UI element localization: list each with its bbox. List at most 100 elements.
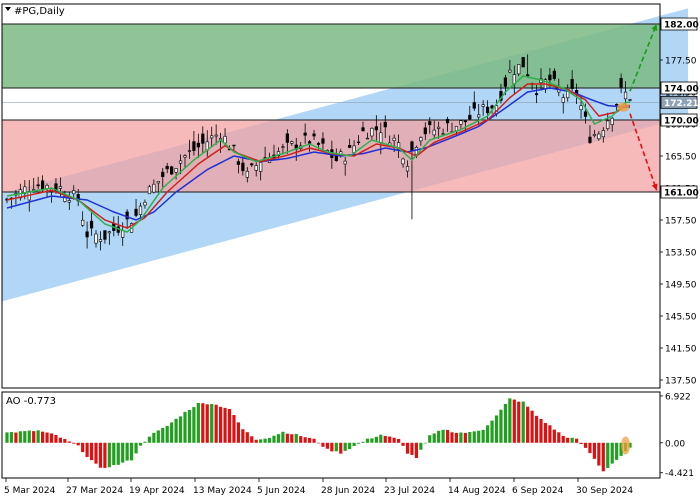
ao-bar xyxy=(161,427,165,443)
candle-body xyxy=(583,111,588,117)
candle-body xyxy=(410,141,414,151)
ao-bar xyxy=(348,442,352,450)
level-price-tag xyxy=(660,95,698,109)
ao-bar xyxy=(187,409,192,443)
ao-bar xyxy=(299,436,303,443)
ao-bar xyxy=(543,423,548,443)
candle-body xyxy=(174,168,178,173)
ao-bar xyxy=(14,432,18,443)
ao-bar xyxy=(94,442,98,464)
ao-bar xyxy=(561,435,565,443)
ao-y-tick-label: -4.421 xyxy=(665,469,694,479)
candle-body xyxy=(156,181,160,184)
ao-bar xyxy=(477,430,481,443)
ao-highlight-marker xyxy=(621,436,631,455)
x-tick-label: 30 Sep 2024 xyxy=(576,486,633,496)
arrow-up-icon xyxy=(651,24,658,31)
ao-bar xyxy=(557,432,561,443)
ao-bar xyxy=(125,442,129,461)
candle-body xyxy=(441,133,445,135)
candle-body xyxy=(36,184,40,187)
ao-bar xyxy=(201,403,205,443)
level-price-label: 182.00 xyxy=(664,21,699,31)
ao-bar xyxy=(379,434,383,443)
candle-body xyxy=(521,57,525,68)
ao-bar xyxy=(5,432,9,443)
ao-bar xyxy=(428,435,432,443)
ao-bar xyxy=(107,442,111,468)
ao-bar xyxy=(170,422,174,443)
candle-body xyxy=(383,121,387,128)
candle-body xyxy=(508,69,512,73)
candle-body xyxy=(526,74,530,77)
candle-body xyxy=(161,171,165,177)
ao-bar xyxy=(49,433,54,443)
ao-bar xyxy=(76,442,80,446)
ao-bar xyxy=(147,436,151,443)
ao-bar xyxy=(401,442,405,446)
ao-bar xyxy=(486,425,490,443)
ao-bar xyxy=(419,442,423,450)
ao-bar xyxy=(601,442,605,472)
projection-down-line xyxy=(629,113,658,191)
ao-bar xyxy=(610,442,614,464)
x-tick-label: 5 Jun 2024 xyxy=(257,486,306,496)
x-tick-label: 5 Mar 2024 xyxy=(4,486,56,496)
ao-bar xyxy=(352,442,356,447)
ao-bar xyxy=(606,442,610,468)
candle-body xyxy=(361,127,365,132)
candle-body xyxy=(214,134,218,137)
candle-body xyxy=(254,165,258,171)
ao-bar xyxy=(130,442,134,461)
candle-body xyxy=(165,165,169,170)
green-zone xyxy=(2,24,660,88)
ao-bar xyxy=(512,399,516,443)
y-tick-label: 145.50 xyxy=(665,313,697,323)
candle-body xyxy=(396,142,401,150)
ao-bar xyxy=(192,407,196,443)
ao-bar xyxy=(397,438,401,443)
candle-body xyxy=(437,126,441,129)
ao-bar xyxy=(597,442,601,466)
candle-body xyxy=(183,155,187,158)
ao-bar xyxy=(365,438,370,443)
candle-body xyxy=(548,74,552,81)
ao-bar xyxy=(459,432,463,443)
dropdown-triangle-icon[interactable] xyxy=(5,7,11,11)
candle-body xyxy=(428,121,432,126)
ao-bar xyxy=(521,401,525,443)
candle-body xyxy=(445,118,450,124)
ao-bar xyxy=(116,442,120,465)
ao-bar xyxy=(138,442,143,446)
candle-body xyxy=(606,120,610,129)
ao-bar xyxy=(334,442,338,452)
candle-body xyxy=(147,186,152,195)
ao-bar xyxy=(272,435,276,443)
ao-bar xyxy=(18,431,22,443)
candle-body xyxy=(232,144,236,147)
ma-mid-line xyxy=(6,83,630,229)
ao-bar xyxy=(548,425,552,443)
ao-bar xyxy=(441,429,445,443)
ao-bar xyxy=(592,442,596,459)
ao-bar xyxy=(63,439,67,443)
ao-bar xyxy=(437,430,441,443)
ao-bar xyxy=(267,437,272,443)
ao-y-tick-label: 0.00 xyxy=(665,439,685,449)
ao-bar xyxy=(508,398,512,443)
ao-bar xyxy=(134,442,138,454)
ao-bar xyxy=(325,442,329,449)
candle-body xyxy=(374,126,378,131)
ao-bar xyxy=(223,407,227,443)
price-highlight-marker xyxy=(617,102,630,112)
candle-body xyxy=(192,141,196,151)
ao-bar xyxy=(303,437,307,443)
ao-bar xyxy=(45,432,49,443)
ao-bar xyxy=(276,434,281,443)
ao-bar xyxy=(219,406,223,443)
ao-bar xyxy=(445,429,450,443)
candle-body xyxy=(276,151,281,157)
ao-bar xyxy=(241,429,245,443)
ao-bar xyxy=(383,435,387,443)
candle-body xyxy=(472,102,476,109)
